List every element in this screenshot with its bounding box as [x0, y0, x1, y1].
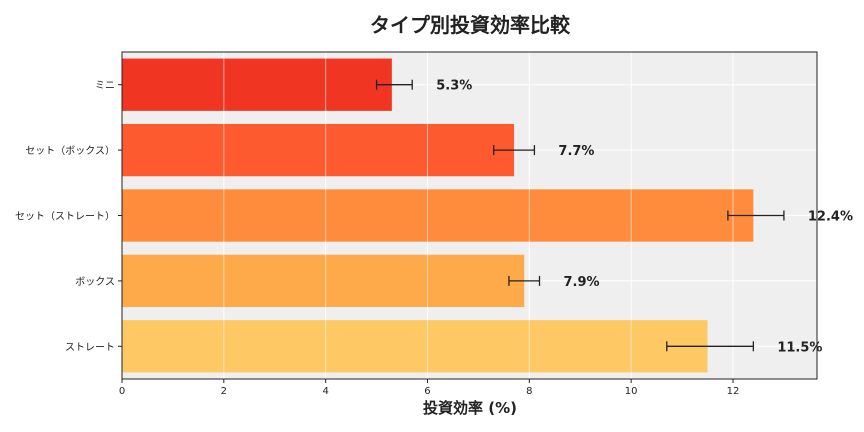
x-tick-label: 6 [424, 386, 430, 397]
x-tick-label: 12 [727, 386, 740, 397]
plot-frame [121, 51, 818, 380]
bar [122, 58, 392, 111]
bars [122, 58, 754, 373]
data-label: 7.9% [564, 275, 600, 290]
x-axis-label: 投資効率 (%) [423, 399, 517, 417]
chart-title: タイプ別投資効率比較 [370, 13, 571, 37]
data-label: 11.5% [777, 340, 822, 355]
y-category-label: セット（ストレート） [15, 211, 115, 223]
x-tick-label: 4 [322, 386, 328, 397]
bar [122, 189, 754, 242]
bar [122, 320, 708, 373]
y-category-label: ミニ [95, 81, 115, 92]
x-axis-ticks: 0 2 4 6 8 10 12 [119, 379, 740, 397]
error-bars [375, 79, 785, 352]
bar [122, 123, 515, 177]
y-category-label: セット（ボックス） [25, 145, 115, 157]
x-tick-label: 0 [119, 386, 125, 397]
data-label: 7.7% [558, 144, 594, 159]
x-tick-label: 2 [221, 386, 227, 397]
data-labels: 5.3% 7.7% 12.4% 7.9% 11.5% [436, 79, 853, 356]
y-category-label: ボックス [75, 276, 115, 288]
x-tick-label: 8 [526, 386, 532, 397]
data-label: 12.4% [808, 210, 853, 225]
y-category-label: ストレート [65, 342, 115, 353]
bar [122, 254, 525, 308]
x-tick-label: 10 [625, 386, 638, 397]
data-label: 5.3% [436, 79, 472, 94]
